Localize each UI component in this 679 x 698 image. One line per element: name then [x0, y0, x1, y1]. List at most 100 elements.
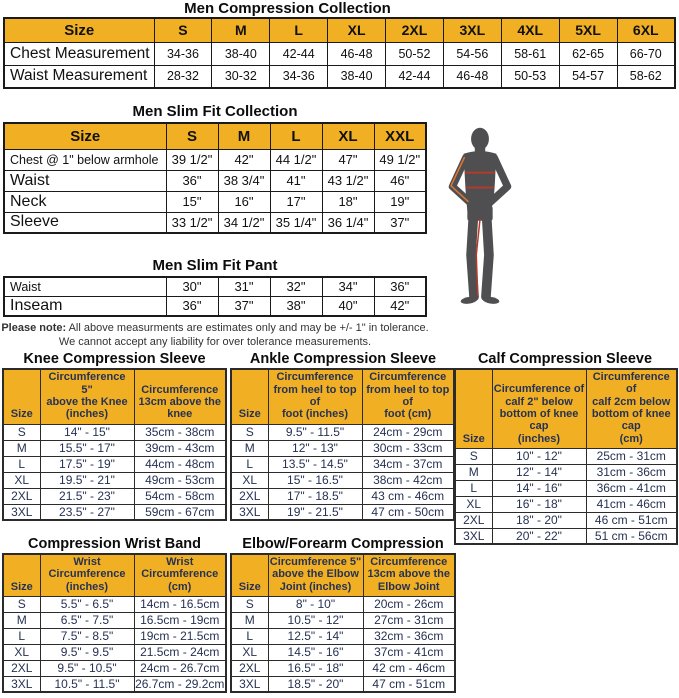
value-cell: 49cm - 53cm — [133, 471, 227, 489]
calf-sleeve-table: Size Circumference of calf 2" below botto… — [454, 368, 678, 546]
value-cell: 19.5" - 21" — [39, 471, 135, 489]
calf-sleeve-title: Calf Compression Sleeve — [477, 351, 653, 367]
value-cell: 17" - 18.5" — [267, 487, 363, 505]
value-cell: 36" — [373, 276, 427, 297]
value-cell: 16" - 18" — [491, 495, 587, 513]
value-cell: 9.5" - 9.5" — [39, 643, 135, 661]
value-cell: 38-40 — [211, 41, 271, 66]
row-label-cell: XL — [230, 643, 269, 661]
row-label-cell: L — [2, 455, 41, 473]
table-row: XL 16" - 18" 41cm - 46cm — [454, 495, 678, 513]
value-cell: 25cm - 31cm — [585, 447, 678, 465]
value-cell: 10.5" - 12" — [267, 611, 364, 629]
row-label-cell: M — [454, 463, 493, 481]
value-cell: 42" — [217, 148, 271, 171]
table-row: Chest Measurement 34-36 38-40 42-44 46-48 50-… — [3, 41, 676, 66]
value-cell: 12.5" - 14" — [267, 627, 364, 645]
value-cell: 46 cm - 51cm — [585, 511, 678, 529]
value-cell: 54cm - 58cm — [133, 487, 227, 505]
men-slim-fit-pant-title: Men Slim Fit Pant — [152, 257, 278, 274]
ankle-header-cell: Size — [230, 368, 269, 425]
value-cell: 54-57 — [558, 64, 618, 89]
value-cell: 42 cm - 46cm — [362, 659, 456, 677]
knee-header-cell: Size — [2, 368, 41, 425]
value-cell: 42-44 — [269, 41, 329, 66]
table-row: M 12" - 13" 30cm - 33cm — [230, 439, 455, 457]
value-cell: 15.5" - 17" — [39, 439, 135, 457]
men-compression-header-cell: S — [153, 17, 213, 43]
value-cell: 49 1/2" — [373, 148, 427, 171]
chest-measurement-line — [465, 171, 495, 174]
row-label-cell: Chest Measurement — [3, 41, 155, 66]
tolerance-note-line2: We cannot accept any liability for over … — [58, 336, 372, 348]
value-cell: 41" — [269, 169, 323, 192]
value-cell: 17.5" - 19" — [39, 455, 135, 473]
table-row: 2XL 18" - 20" 46 cm - 51cm — [454, 511, 678, 529]
sleeve-measurement-line — [450, 156, 469, 203]
knee-header-cell: Circumference 13cm above the knee — [133, 368, 227, 425]
table-row: 2XL 17" - 18.5" 43 cm - 46cm — [230, 487, 455, 505]
value-cell: 36" — [165, 169, 219, 192]
knee-header-cell: Circumference 5" above the Knee (inches) — [39, 368, 135, 425]
value-cell: 18" - 20" — [491, 511, 587, 529]
value-cell: 34-36 — [269, 64, 329, 89]
men-slim-fit-header-cell: XXL — [373, 122, 427, 150]
table-row: S 10" - 12" 25cm - 31cm — [454, 447, 678, 465]
knee-sleeve-title: Knee Compression Sleeve — [23, 351, 206, 367]
value-cell: 35cm - 38cm — [133, 423, 227, 441]
value-cell: 58-61 — [500, 41, 560, 66]
table-row: M 10.5" - 12" 27cm - 31cm — [230, 611, 456, 629]
header-row: Size S M L XL 2XL 3XL 4XL 5XL 6XL — [3, 17, 676, 43]
value-cell: 24cm - 29cm — [361, 423, 455, 441]
value-cell: 41cm - 46cm — [585, 495, 678, 513]
value-cell: 34cm - 37cm — [361, 455, 455, 473]
value-cell: 16.5" - 18" — [267, 659, 364, 677]
value-cell: 37cm - 41cm — [362, 643, 456, 661]
inseam-measurement-line — [475, 218, 481, 296]
men-slim-fit-header-cell: XL — [321, 122, 375, 150]
calf-header-cell: Circumference of calf 2cm below bottom o… — [585, 368, 678, 449]
value-cell: 32" — [269, 276, 323, 297]
row-label-cell: XL — [230, 471, 269, 489]
value-cell: 19cm - 21.5cm — [133, 627, 227, 645]
value-cell: 38 3/4" — [217, 169, 271, 192]
value-cell: 8" - 10" — [267, 595, 364, 613]
table-row: Neck 15" 16" 17" 18" 19" — [3, 190, 427, 213]
value-cell: 62-65 — [558, 41, 618, 66]
value-cell: 7.5" - 8.5" — [39, 627, 135, 645]
row-label-cell: XL — [454, 495, 493, 513]
row-label-cell: 3XL — [2, 503, 41, 521]
table-row: 2XL 9.5" - 10.5" 24cm - 26.7cm — [2, 659, 227, 677]
row-label-cell: XL — [2, 643, 41, 661]
row-label-cell: Waist Measurement — [3, 64, 155, 89]
value-cell: 15" - 16.5" — [267, 471, 363, 489]
value-cell: 43 cm - 46cm — [361, 487, 455, 505]
row-label-cell: M — [230, 439, 269, 457]
value-cell: 34-36 — [153, 41, 213, 66]
men-slim-fit-header-cell: M — [217, 122, 271, 150]
header-row: Size Circumference of calf 2" below botto… — [454, 368, 678, 449]
table-row: M 15.5" - 17" 39cm - 43cm — [2, 439, 227, 457]
row-label-cell: M — [230, 611, 269, 629]
value-cell: 47 cm - 50cm — [361, 503, 455, 521]
row-label-cell: L — [2, 627, 41, 645]
male-figure-illustration — [441, 127, 519, 313]
row-label-cell: S — [2, 595, 41, 613]
men-slim-fit-header-cell: Size — [3, 122, 167, 150]
value-cell: 31cm - 36cm — [585, 463, 678, 481]
value-cell: 31" — [217, 276, 271, 297]
value-cell: 10.5" - 11.5" — [39, 675, 135, 693]
row-label-cell: 3XL — [230, 503, 269, 521]
men-compression-header-cell: XL — [327, 17, 386, 43]
male-body-silhouette — [448, 127, 512, 304]
table-row: 2XL 21.5" - 23" 54cm - 58cm — [2, 487, 227, 505]
value-cell: 14.5" - 16" — [267, 643, 364, 661]
wrist-band-title: Compression Wrist Band — [28, 536, 201, 552]
value-cell: 20" - 22" — [491, 527, 587, 545]
table-row: L 7.5" - 8.5" 19cm - 21.5cm — [2, 627, 227, 645]
value-cell: 30cm - 33cm — [361, 439, 455, 457]
table-row: 3XL 19" - 21.5" 47 cm - 50cm — [230, 503, 455, 521]
value-cell: 34 1/2" — [217, 211, 271, 234]
row-label-cell: Chest @ 1" below armhole — [3, 148, 167, 171]
value-cell: 39cm - 43cm — [133, 439, 227, 457]
